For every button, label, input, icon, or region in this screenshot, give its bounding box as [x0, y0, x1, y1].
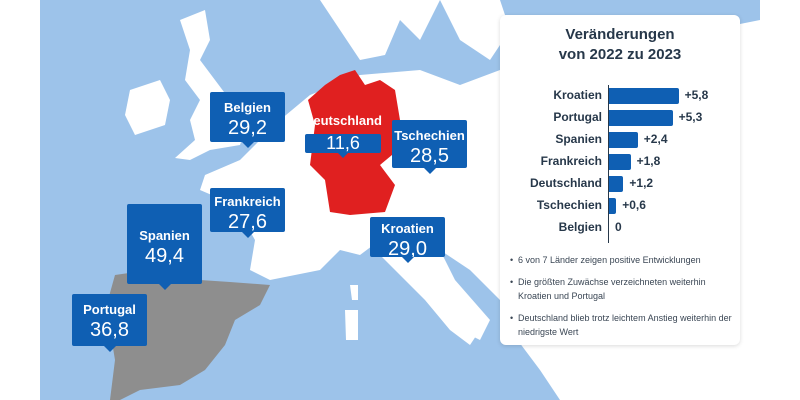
callout-kroatien: Kroatien 29,0 — [370, 217, 445, 263]
bar-value-label: +1,8 — [636, 154, 661, 168]
callout-name: Tschechien — [394, 128, 465, 143]
callout-value: 36,8 — [90, 319, 129, 341]
bullet-item: Die größten Zuwächse verzeichneten weite… — [510, 275, 736, 303]
bar-row: Frankreich +1,8 — [500, 152, 740, 172]
bar — [609, 110, 673, 126]
callout-name: Kroatien — [381, 221, 434, 236]
land-sardinia — [345, 285, 358, 340]
callout-name: Portugal — [83, 302, 136, 317]
bullet-item: 6 von 7 Länder zeigen positive Entwicklu… — [510, 253, 736, 267]
callout-value: 29,0 — [388, 238, 427, 260]
bar-value-label: +1,2 — [629, 176, 654, 190]
callout-value: 29,2 — [228, 117, 267, 139]
callout-value: 49,4 — [145, 245, 184, 267]
bar-label: Belgien — [558, 220, 602, 234]
bar-row: Belgien 0 — [500, 218, 740, 238]
bullet-item: Deutschland blieb trotz leichtem Anstieg… — [510, 311, 736, 339]
callout-name: Frankreich — [214, 194, 281, 209]
bar-row: Tschechien +0,6 — [500, 196, 740, 216]
callout-value: 27,6 — [228, 211, 267, 233]
germany-value: 11,6 — [305, 134, 381, 158]
bar-value-label: +5,8 — [684, 88, 709, 102]
bar — [609, 176, 624, 192]
bar-label: Kroatien — [553, 88, 602, 102]
callout-tschechien: Tschechien 28,5 — [392, 120, 467, 174]
bar-axis — [608, 85, 609, 243]
bullet-list: 6 von 7 Länder zeigen positive Entwicklu… — [510, 253, 736, 347]
bar — [609, 88, 679, 104]
callout-name: Belgien — [224, 100, 271, 115]
bar-label: Frankreich — [540, 154, 602, 168]
callout-value: 28,5 — [410, 145, 449, 167]
germany-name: Deutschland — [303, 113, 382, 128]
bar-row: Portugal +5,3 — [500, 108, 740, 128]
bar-row: Spanien +2,4 — [500, 130, 740, 150]
callout-spanien: Spanien 49,4 — [127, 204, 202, 290]
changes-panel: Veränderungen von 2022 zu 2023 Kroatien +… — [500, 15, 740, 345]
callout-name: Spanien — [139, 228, 190, 243]
bar — [609, 198, 617, 214]
bar-value-label: +0,6 — [622, 198, 646, 212]
land-scandinavia — [320, 0, 510, 60]
callout-portugal: Portugal 36,8 — [72, 294, 147, 352]
title-line-1: Veränderungen — [565, 26, 675, 43]
bar — [609, 154, 631, 170]
panel-title: Veränderungen von 2022 zu 2023 — [500, 25, 740, 65]
bar-label: Spanien — [555, 132, 602, 146]
land-ireland — [125, 80, 170, 135]
bar-value-label: +2,4 — [643, 132, 668, 146]
land-iberia — [108, 270, 270, 400]
callout-frankreich: Frankreich 27,6 — [210, 188, 285, 238]
bar-label: Portugal — [553, 110, 602, 124]
bar-row: Deutschland +1,2 — [500, 174, 740, 194]
bar-label: Deutschland — [529, 176, 602, 190]
title-line-2: von 2022 zu 2023 — [558, 46, 682, 63]
bar-row: Kroatien +5,8 — [500, 86, 740, 106]
land-italy — [370, 240, 480, 345]
callout-belgien: Belgien 29,2 — [210, 92, 285, 148]
bar — [609, 132, 638, 148]
bar-value-label: 0 — [615, 220, 622, 234]
bar-value-label: +5,3 — [678, 110, 703, 124]
bar-label: Tschechien — [536, 198, 602, 212]
